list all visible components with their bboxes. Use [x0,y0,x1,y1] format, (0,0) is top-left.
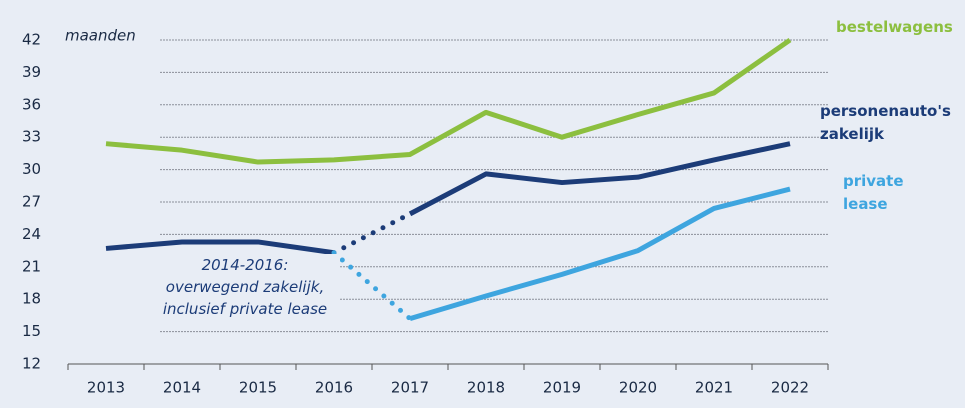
y-tick-label: 24 [22,225,41,243]
y-tick-label: 36 [22,95,41,113]
series-line-dotted [331,211,413,256]
series-line [105,37,792,165]
series-line [408,141,791,217]
annotation: 2014-2016: [150,254,340,276]
y-tick-label: 30 [22,160,41,178]
x-tick-label: 2019 [543,379,581,397]
y-tick-label: 27 [22,193,41,211]
x-tick-label: 2014 [163,379,201,397]
x-tick-label: 2021 [695,379,733,397]
y-tick-label: 12 [22,355,41,373]
x-tick-label: 2022 [771,379,809,397]
x-tick-label: 2017 [391,379,429,397]
x-tick-label: 2016 [315,379,353,397]
series-line-dotted [331,250,413,322]
y-unit-label: maanden [65,27,136,45]
x-tick-label: 2013 [87,379,125,397]
series-line [409,186,791,322]
annotation: inclusief private lease [150,298,340,320]
series-line [105,239,335,256]
series-label: private lease [843,172,904,213]
y-tick-label: 39 [22,63,41,81]
y-tick-label: 18 [22,290,41,308]
series-label: bestelwagens [836,18,953,36]
y-tick-label: 42 [22,31,41,49]
y-tick-label: 15 [22,322,41,340]
x-tick-label: 2018 [467,379,505,397]
y-tick-label: 33 [22,128,41,146]
x-tick-label: 2015 [239,379,277,397]
x-tick-label: 2020 [619,379,657,397]
annotation: overwegend zakelijk, [150,276,340,298]
series-label: personenauto's zakelijk [820,102,951,143]
y-tick-label: 21 [22,257,41,275]
